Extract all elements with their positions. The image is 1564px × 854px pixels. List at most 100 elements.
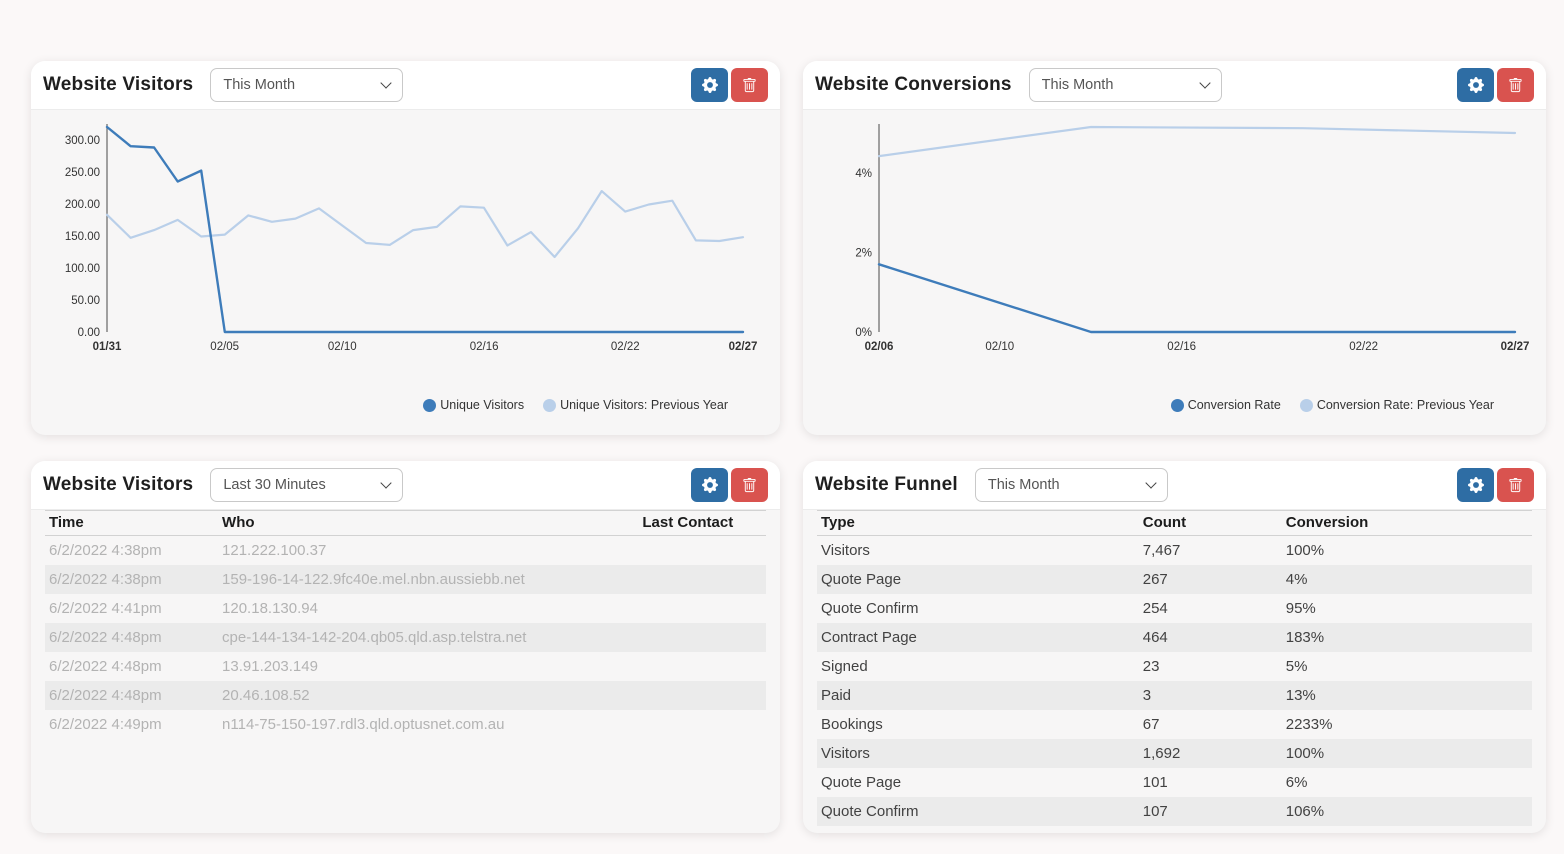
table-header-row: Type Count Conversion (817, 510, 1532, 536)
table-cell: Paid (821, 686, 852, 704)
website-funnel-table-card: Website Funnel This Month Type Count Conve… (803, 461, 1546, 833)
date-range-select-wrap: Last 30 Minutes (210, 468, 404, 502)
table-row: 6/2/2022 4:49pm n114-75-150-197.rdl3.qld.… (45, 710, 766, 739)
gear-icon (701, 77, 718, 93)
card-actions (691, 468, 768, 502)
card-header: Website Visitors Last 30 Minutes (31, 461, 780, 510)
legend-item-conversion-rate[interactable]: Conversion Rate (1170, 398, 1281, 412)
svg-text:2%: 2% (855, 247, 872, 259)
svg-text:02/10: 02/10 (985, 341, 1014, 353)
visitors-line-chart: 300.00 250.00 200.00 150.00 100.00 50.00 0.00 0… (65, 124, 757, 353)
table-row: 6/2/2022 4:48pm cpe-144-134-142-204.qb05.… (45, 622, 766, 652)
settings-button[interactable] (1457, 68, 1494, 102)
table-cell (638, 710, 766, 739)
date-range-select[interactable]: Last 30 Minutes (210, 468, 404, 502)
settings-button[interactable] (691, 468, 728, 502)
svg-text:0.00: 0.00 (78, 327, 100, 339)
legend-item-unique-visitors-previous-year[interactable]: Unique Visitors: Previous Year (543, 398, 728, 412)
legend-label: Conversion Rate (1187, 398, 1281, 412)
date-range-select[interactable]: This Month (1028, 68, 1222, 102)
svg-text:02/27: 02/27 (1501, 341, 1530, 353)
table-cell: 7,467 (1142, 541, 1181, 559)
svg-text:250.00: 250.00 (65, 167, 100, 179)
legend-label: Unique Visitors (440, 398, 525, 412)
table-cell: 3 (1142, 686, 1152, 704)
table-row: 6/2/2022 4:38pm 159-196-14-122.9fc40e.mel… (45, 564, 766, 594)
delete-button[interactable] (731, 468, 768, 502)
svg-text:100.00: 100.00 (65, 263, 100, 275)
website-visitors-table-card: Website Visitors Last 30 Minutes Time Who… (31, 461, 780, 833)
table-cell: 6/2/2022 4:38pm (49, 541, 162, 559)
table-row: 6/2/2022 4:41pm 120.18.130.94 (45, 594, 766, 623)
svg-text:02/22: 02/22 (1349, 341, 1378, 353)
legend-item-unique-visitors[interactable]: Unique Visitors (423, 398, 524, 412)
svg-text:02/10: 02/10 (328, 341, 357, 353)
table-cell: 67 (1142, 715, 1160, 733)
delete-button[interactable] (731, 68, 768, 102)
svg-text:01/31: 01/31 (93, 341, 122, 353)
table-row: Quote Page 267 4% (817, 564, 1532, 594)
table-row: 6/2/2022 4:38pm 121.222.100.37 (45, 536, 766, 565)
table-cell: 1,692 (1142, 744, 1181, 762)
table-cell: Quote Page (821, 773, 902, 791)
legend-label: Unique Visitors: Previous Year (560, 398, 728, 412)
svg-text:50.00: 50.00 (71, 295, 100, 307)
table-cell: 6/2/2022 4:48pm (49, 628, 162, 646)
table-cell: Visitors (821, 541, 870, 559)
table-row: Visitors 7,467 100% (817, 536, 1532, 565)
table-row: 6/2/2022 4:48pm 13.91.203.149 (45, 652, 766, 681)
table-cell: Signed (821, 657, 868, 675)
table-cell: n114-75-150-197.rdl3.qld.optusnet.com.au (222, 715, 505, 733)
card-title: Website Funnel (815, 474, 958, 495)
table-row: Visitors 1,692 100% (817, 738, 1532, 768)
column-header: Conversion (1281, 510, 1532, 536)
card-title: Website Visitors (43, 474, 194, 495)
card-header: Website Funnel This Month (803, 461, 1546, 510)
table-cell: Quote Confirm (821, 599, 919, 617)
series-dot-icon (543, 398, 557, 412)
card-header: Website Conversions This Month (803, 61, 1546, 110)
delete-button[interactable] (1497, 468, 1534, 502)
table-cell: 6/2/2022 4:49pm (49, 715, 162, 733)
table-cell: 183% (1285, 628, 1325, 646)
delete-button[interactable] (1497, 68, 1534, 102)
table-cell: 159-196-14-122.9fc40e.mel.nbn.aussiebb.n… (222, 570, 525, 588)
website-visitors-chart-card: Website Visitors This Month 300.00 250.00… (31, 61, 780, 435)
series-dot-icon (423, 398, 437, 412)
table-cell (638, 623, 766, 652)
legend-label: Conversion Rate: Previous Year (1316, 398, 1494, 412)
gear-icon (1467, 77, 1484, 93)
table-cell: Contract Page (821, 628, 917, 646)
table-row: Paid 3 13% (817, 680, 1532, 710)
table-cell (638, 536, 766, 565)
table-cell: 6/2/2022 4:41pm (49, 599, 162, 617)
table-cell: 23 (1142, 657, 1160, 675)
table-cell: 95% (1285, 599, 1316, 617)
svg-text:200.00: 200.00 (65, 199, 100, 211)
date-range-select[interactable]: This Month (210, 68, 404, 102)
table-row: Contract Page 464 183% (817, 622, 1532, 652)
table-cell: Bookings (821, 715, 883, 733)
settings-button[interactable] (1457, 468, 1494, 502)
table-cell: 6/2/2022 4:48pm (49, 686, 162, 704)
svg-text:02/22: 02/22 (611, 341, 640, 353)
svg-text:150.00: 150.00 (65, 231, 100, 243)
column-header: Time (45, 510, 219, 536)
legend-item-conversion-rate-previous-year[interactable]: Conversion Rate: Previous Year (1299, 398, 1494, 412)
column-header: Type (817, 510, 1139, 536)
gear-icon (701, 477, 718, 493)
trash-icon (742, 77, 757, 93)
series-dot-icon (1170, 398, 1184, 412)
date-range-select[interactable]: This Month (974, 468, 1168, 502)
trash-icon (742, 477, 757, 493)
card-header: Website Visitors This Month (31, 61, 780, 110)
table-cell: Quote Page (821, 570, 902, 588)
table-cell: 100% (1285, 744, 1325, 762)
chart-legend: Conversion Rate Conversion Rate: Previou… (803, 398, 1546, 412)
card-title: Website Conversions (815, 74, 1012, 95)
table-cell (638, 565, 766, 594)
table-cell: 120.18.130.94 (222, 599, 318, 617)
settings-button[interactable] (691, 68, 728, 102)
conversions-line-chart: 4% 2% 0% 02/06 02/10 02/16 02/22 02/27 (855, 124, 1530, 353)
svg-text:02/16: 02/16 (1167, 341, 1196, 353)
